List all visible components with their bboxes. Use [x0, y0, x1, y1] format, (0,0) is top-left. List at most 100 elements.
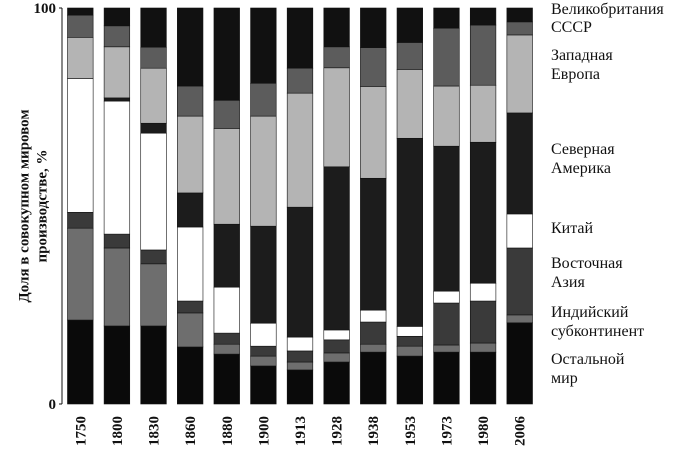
- bar-segment: [286, 7, 314, 69]
- bar-segment: [140, 67, 167, 124]
- bar-segment: [396, 137, 423, 327]
- bar-segment: [67, 37, 94, 79]
- legend-label: Восточная Азия: [551, 255, 623, 291]
- bar-segment: [469, 7, 497, 26]
- bar-segment: [213, 353, 240, 405]
- bar-segment: [286, 92, 314, 208]
- legend-label: Западная Европа: [551, 47, 613, 83]
- bar-segment: [140, 325, 167, 405]
- bar-segment: [360, 343, 387, 353]
- bar-segment: [103, 100, 131, 235]
- bar-segment: [286, 350, 314, 363]
- bar-segment: [286, 361, 314, 371]
- x-tick-label: 1880: [220, 416, 236, 446]
- x-tick-label: 1980: [476, 416, 492, 446]
- x-tick-label: 1830: [147, 416, 163, 446]
- bar-segment: [433, 351, 460, 405]
- bar-segment: [67, 14, 94, 38]
- legend-label: Северная Америка: [551, 141, 615, 177]
- bar-segment: [433, 27, 460, 87]
- x-tick-label: 1800: [110, 416, 126, 446]
- bar-segment: [103, 25, 131, 48]
- bar-segment: [506, 112, 533, 215]
- bar-segment: [396, 326, 423, 337]
- x-tick-label: 1973: [439, 416, 455, 446]
- bar-segment: [469, 141, 497, 284]
- bar-segment: [140, 122, 167, 134]
- y-tick-label: 100: [34, 1, 57, 17]
- bar-segment: [323, 7, 350, 48]
- bar-segment: [67, 7, 94, 16]
- x-tick-label: 1953: [403, 416, 419, 446]
- bar-segment: [396, 42, 423, 70]
- bar-segment: [433, 344, 460, 353]
- bar-segment: [433, 85, 460, 147]
- bar-segment: [286, 67, 314, 94]
- bar-segment: [250, 225, 277, 324]
- bar-segment: [396, 335, 423, 347]
- bar-segment: [433, 302, 460, 346]
- bar-segment: [140, 7, 167, 48]
- bar-segment: [323, 166, 350, 331]
- bar-segment: [469, 84, 497, 143]
- bar-segment: [396, 355, 423, 405]
- bar-segment: [67, 319, 94, 405]
- bar-segment: [506, 213, 533, 249]
- legend-label: Китай: [551, 220, 594, 237]
- bar-segment: [213, 332, 240, 345]
- bar-segment: [323, 352, 350, 363]
- bar-segment: [360, 351, 387, 405]
- bar-segment: [286, 206, 314, 338]
- legend-label: Великобритания: [551, 1, 664, 18]
- bar-segment: [396, 7, 423, 43]
- bar-segment: [250, 365, 277, 405]
- bar-segment: [323, 339, 350, 354]
- bar-segment: [433, 290, 460, 304]
- x-tick-label: 1928: [330, 416, 346, 446]
- x-tick-label: 2006: [513, 416, 529, 447]
- x-tick-label: 1938: [366, 416, 382, 446]
- bar-segment: [140, 132, 167, 251]
- bar-segment: [103, 97, 131, 102]
- x-tick-label: 1860: [183, 416, 199, 446]
- bar-segment: [506, 322, 533, 405]
- bar-segment: [140, 249, 167, 265]
- bar-segment: [360, 86, 387, 179]
- bar-segment: [250, 345, 277, 357]
- bar-segment: [213, 286, 240, 334]
- bar-segment: [250, 115, 277, 227]
- bar-segment: [360, 177, 387, 311]
- bar-segment: [177, 226, 204, 302]
- bar-segment: [433, 7, 460, 29]
- bar-segment: [103, 7, 131, 27]
- bar-segment: [177, 346, 204, 405]
- bar-segment: [67, 78, 94, 213]
- bar-segment: [177, 312, 204, 348]
- bar-segment: [213, 223, 240, 288]
- bar-segment: [213, 128, 240, 225]
- bar-segment: [103, 233, 131, 249]
- bar-segment: [360, 7, 387, 48]
- bar-segment: [213, 99, 240, 129]
- bar-segment: [250, 82, 277, 117]
- bar-segment: [250, 7, 277, 84]
- bar-segment: [396, 345, 423, 357]
- bar-segment: [506, 7, 533, 23]
- bar-segment: [469, 300, 497, 344]
- y-tick-label: 0: [49, 397, 57, 413]
- bar-segment: [286, 369, 314, 405]
- bar-segment: [213, 343, 240, 355]
- bar-segment: [323, 67, 350, 168]
- bar-segment: [67, 212, 94, 229]
- bar-segment: [286, 336, 314, 352]
- bar-segment: [469, 351, 497, 405]
- bar-segment: [323, 361, 350, 405]
- legend-label: СССР: [551, 19, 592, 36]
- bar-segment: [469, 282, 497, 302]
- bar-segment: [469, 24, 497, 86]
- bar-segment: [360, 47, 387, 87]
- bar-segment: [140, 263, 167, 327]
- bar-segment: [396, 69, 423, 139]
- bar-segment: [250, 355, 277, 367]
